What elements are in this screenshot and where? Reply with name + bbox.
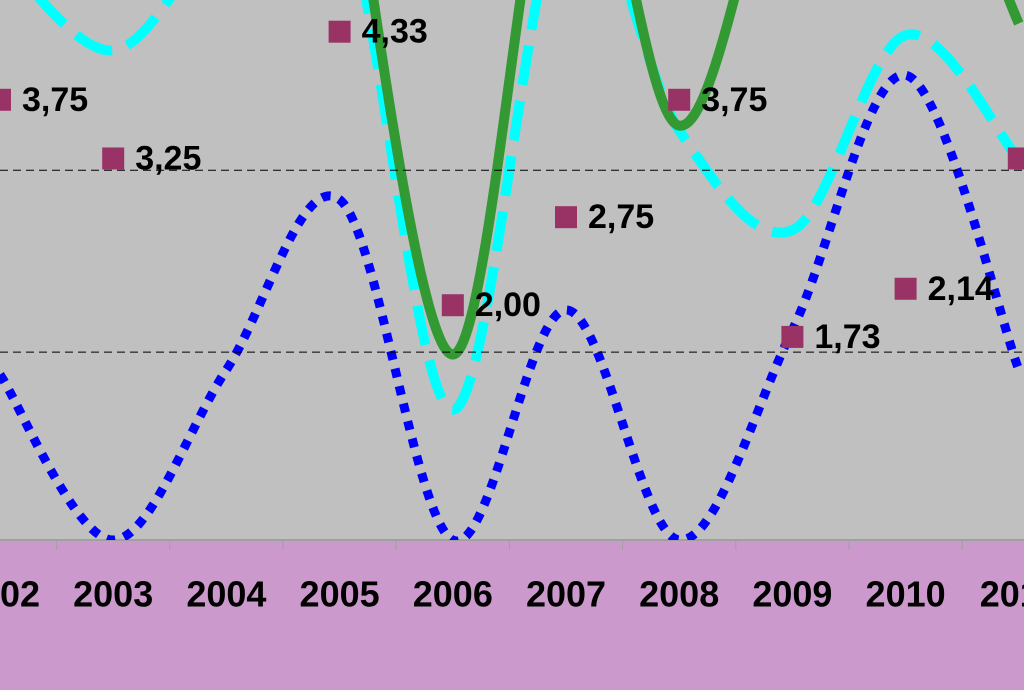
x-tick-label: 2008 [639,574,719,615]
x-tick-label: 2005 [300,574,380,615]
marker [102,147,125,170]
marker [668,88,691,111]
x-tick-label: 2006 [413,574,493,615]
marker [555,206,577,229]
x-tick-label: 2009 [752,574,832,615]
data-label: 3,25 [135,139,201,177]
x-tick-label: 2002 [0,574,40,615]
series-line [368,0,1024,360]
marker [894,277,917,300]
marker [781,325,804,348]
marker [441,294,464,317]
x-tick-label: 2010 [866,574,946,615]
chart-background [0,540,1024,690]
data-label: 1,73 [814,318,880,356]
data-label: 3,75 [701,81,767,119]
series-line [0,70,1024,540]
marker [1007,147,1024,170]
data-label: 4,33 [362,13,428,51]
marker [0,88,11,111]
series-line [34,0,1023,415]
data-label: 2,75 [588,198,654,236]
plot: 3,753,254,332,002,753,751,732,143,25 [0,0,1024,540]
x-tick-label: 2004 [186,574,266,615]
x-tick-label: 2003 [73,574,153,615]
data-label: 3,75 [22,81,88,119]
data-label: 2,14 [928,270,994,308]
marker [328,20,351,43]
x-tick-label: 2007 [526,574,606,615]
data-label: 2,00 [475,286,541,324]
x-tick-label: 2011 [980,574,1024,615]
